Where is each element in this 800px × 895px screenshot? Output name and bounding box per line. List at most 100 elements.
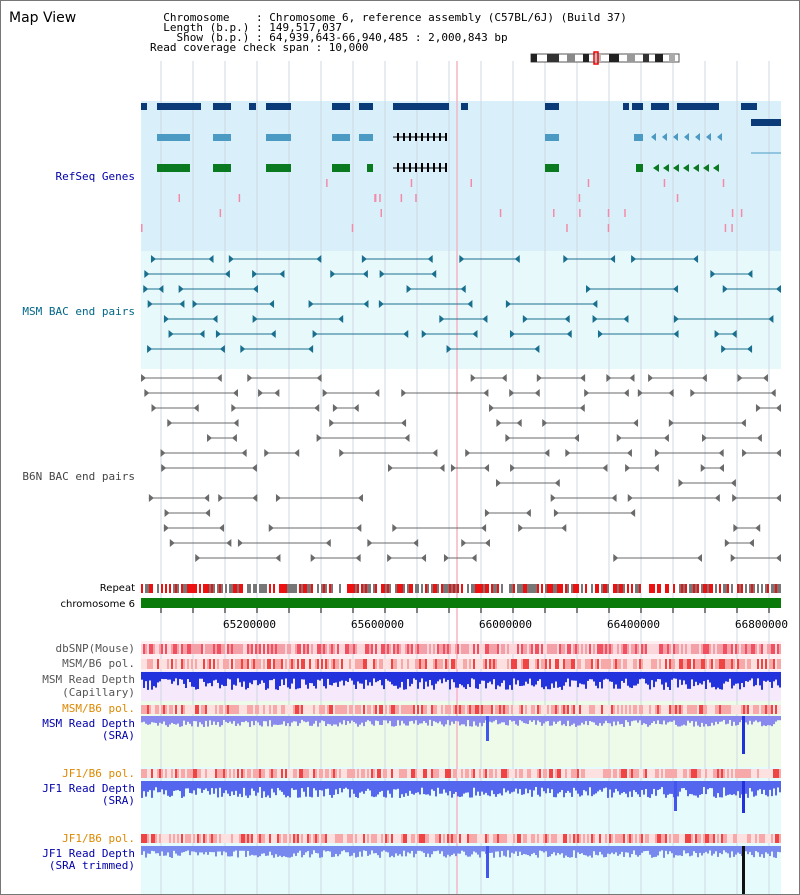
heat-strip <box>149 705 151 714</box>
msm-bac-end <box>158 285 164 293</box>
heat-strip <box>277 644 279 654</box>
repeat-segment <box>425 584 427 593</box>
heat-strip <box>157 834 159 843</box>
heat-strip <box>743 769 745 778</box>
repeat-segment <box>563 584 565 593</box>
heat-strip <box>365 834 367 843</box>
depth-bar <box>165 781 167 791</box>
heat-strip <box>741 834 743 843</box>
heat-strip <box>683 705 685 714</box>
label-msm-depth-cap[interactable]: MSM Read Depth <box>42 673 135 686</box>
depth-bar <box>201 846 203 853</box>
repeat-segment <box>287 584 289 593</box>
gene-block <box>751 119 781 126</box>
depth-bar <box>455 846 457 857</box>
depth-bar <box>439 716 441 722</box>
heat-strip <box>619 644 621 654</box>
heat-strip <box>319 769 321 778</box>
depth-bar <box>327 781 329 789</box>
heat-strip <box>395 659 397 669</box>
heat-strip <box>723 705 725 714</box>
depth-bar <box>247 846 249 851</box>
heat-strip <box>413 644 415 654</box>
depth-bar <box>377 672 379 682</box>
label-b6n-bac[interactable]: B6N BAC end pairs <box>22 470 135 483</box>
heat-strip <box>413 769 415 778</box>
label-msm-b6-pol-1[interactable]: MSM/B6 pol. <box>62 657 135 670</box>
b6n-bac-end <box>714 494 720 502</box>
depth-bar <box>295 672 297 690</box>
msm-bac-end <box>378 300 384 308</box>
heat-strip <box>535 659 537 669</box>
heat-strip <box>233 659 235 669</box>
heat-strip <box>393 705 395 714</box>
heat-strip <box>643 834 645 843</box>
depth-bar <box>173 672 175 682</box>
heat-strip <box>165 659 167 669</box>
heat-strip <box>531 644 533 654</box>
depth-bar <box>455 781 457 792</box>
depth-bar <box>757 716 759 723</box>
depth-bar <box>469 672 471 688</box>
label-jf1-b6-pol-1[interactable]: JF1/B6 pol. <box>62 767 135 780</box>
depth-bar <box>663 846 665 858</box>
depth-bar <box>475 716 477 726</box>
heat-strip <box>441 659 443 669</box>
msm-bac-end <box>714 330 720 338</box>
msm-bac-end <box>338 315 344 323</box>
depth-bar <box>241 846 243 851</box>
label-msm-b6-pol-2[interactable]: MSM/B6 pol. <box>62 702 135 715</box>
heat-strip <box>309 705 311 714</box>
heat-strip <box>155 834 157 843</box>
label-msm-depth-sra[interactable]: MSM Read Depth <box>42 717 135 730</box>
depth-bar <box>623 672 625 683</box>
depth-bar <box>185 716 187 725</box>
depth-bar <box>253 846 255 856</box>
depth-bar <box>285 781 287 798</box>
repeat-segment <box>701 584 703 593</box>
label-refseq-genes[interactable]: RefSeq Genes <box>55 170 135 183</box>
depth-bar <box>433 672 435 690</box>
label-jf1-depth-sra[interactable]: JF1 Read Depth <box>42 782 135 795</box>
depth-bar <box>209 716 211 721</box>
depth-bar <box>375 781 377 797</box>
depth-bar <box>313 716 315 724</box>
heat-strip <box>535 769 537 778</box>
heat-strip <box>633 659 635 669</box>
depth-bar <box>759 846 761 857</box>
label-msm-bac[interactable]: MSM BAC end pairs <box>22 305 135 318</box>
depth-bar <box>571 672 573 681</box>
heat-strip <box>429 705 431 714</box>
heat-strip <box>225 834 227 843</box>
repeat-segment <box>733 584 735 593</box>
heat-strip <box>665 834 667 843</box>
depth-bar <box>545 781 547 794</box>
depth-bar <box>551 781 553 790</box>
label-dbsnp[interactable]: dbSNP(Mouse) <box>55 642 135 655</box>
repeat-segment <box>657 584 659 593</box>
b6n-bac-end <box>421 554 427 562</box>
depth-bar <box>231 716 233 724</box>
depth-bar <box>199 846 201 853</box>
label-jf1-b6-pol-2[interactable]: JF1/B6 pol. <box>62 832 135 845</box>
depth-bar <box>471 781 473 798</box>
repeat-segment <box>151 584 153 593</box>
heat-strip <box>177 659 179 669</box>
label-jf1-depth-trim[interactable]: JF1 Read Depth <box>42 847 135 860</box>
depth-bar <box>709 781 711 788</box>
depth-bar <box>349 846 351 857</box>
heat-strip <box>579 834 581 843</box>
heat-strip <box>301 659 303 669</box>
heat-strip <box>439 659 441 669</box>
heat-strip <box>363 659 365 669</box>
depth-bar <box>467 846 469 857</box>
heat-strip <box>195 644 197 654</box>
depth-bar <box>267 672 269 689</box>
heat-strip <box>161 834 163 843</box>
heat-strip <box>501 705 503 714</box>
depth-bar <box>541 846 543 852</box>
depth-bar <box>439 846 441 854</box>
depth-bar <box>773 781 775 789</box>
repeat-segment <box>579 584 581 593</box>
